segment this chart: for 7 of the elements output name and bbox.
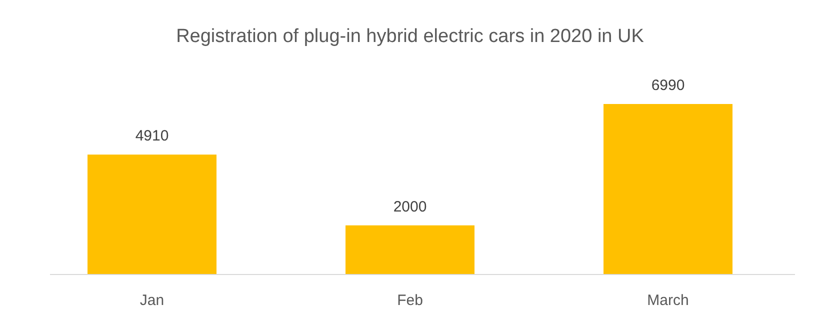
x-tick-label: Feb [397,292,423,309]
data-label: 2000 [393,198,427,216]
data-label: 4910 [135,128,169,145]
chart-title: Registration of plug-in hybrid electric cars in 2020 in UK [176,26,644,47]
x-tick-label: March [647,292,689,309]
x-tick-label: Jan [140,292,164,309]
data-label: 6990 [651,77,685,94]
